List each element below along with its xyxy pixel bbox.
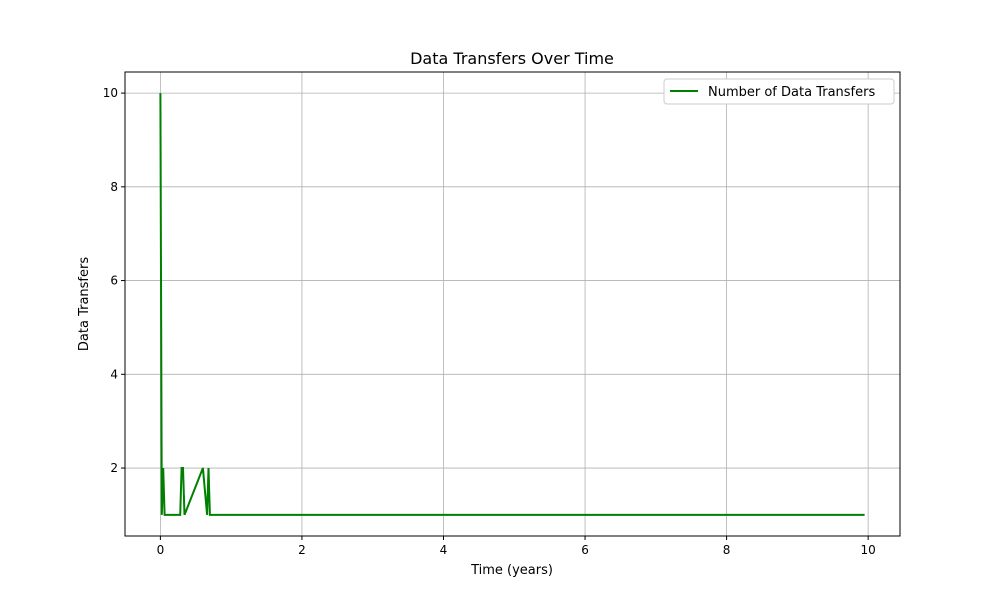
- x-tick-label: 6: [581, 543, 589, 557]
- y-tick-label: 6: [110, 274, 118, 288]
- x-tick-label: 2: [298, 543, 306, 557]
- x-tick-label: 4: [440, 543, 448, 557]
- series-line-data-transfers: [159, 93, 865, 516]
- plot-area-frame: [124, 71, 901, 537]
- y-axis-label: Data Transfers: [77, 257, 92, 351]
- y-tick-label: 8: [110, 180, 118, 194]
- y-tick-label: 4: [110, 367, 118, 381]
- legend: Number of Data Transfers: [663, 78, 895, 105]
- x-tick-label: 10: [861, 543, 876, 557]
- x-tick-label: 0: [157, 543, 165, 557]
- x-axis-ticks: 0 2 4 6 8 10: [157, 536, 876, 557]
- y-axis-ticks: 2 4 6 8 10: [103, 86, 125, 475]
- legend-box: [663, 78, 895, 105]
- gridlines: [125, 72, 900, 536]
- legend-label: Number of Data Transfers: [708, 85, 875, 100]
- y-tick-label: 2: [110, 461, 118, 475]
- x-tick-label: 8: [723, 543, 731, 557]
- chart-title: Data Transfers Over Time: [410, 49, 614, 68]
- y-tick-label: 10: [103, 86, 118, 100]
- series-layer: [159, 93, 865, 516]
- x-axis-label: Time (years): [470, 563, 553, 578]
